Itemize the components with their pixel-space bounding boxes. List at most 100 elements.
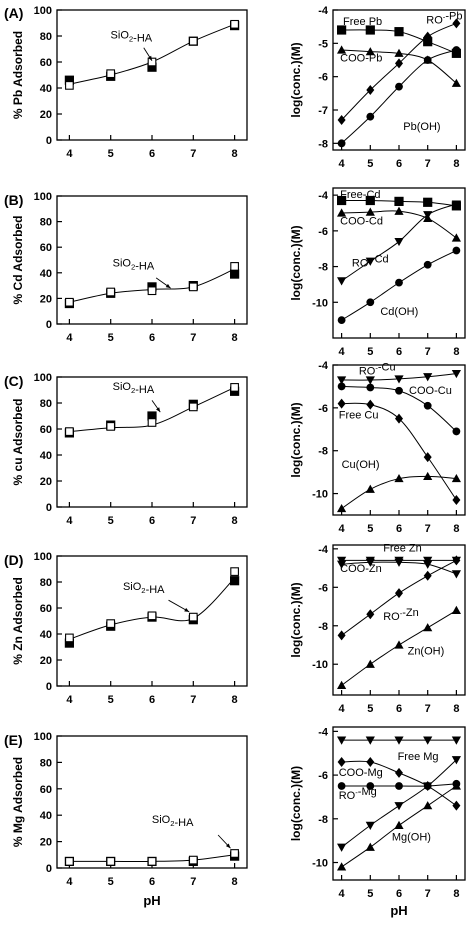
y-tick-label: 0	[46, 863, 52, 875]
data-point	[147, 286, 157, 296]
y-axis-label: log(conc.)(M)	[289, 42, 303, 117]
data-point	[395, 278, 403, 287]
panel-label: (D)	[4, 552, 23, 568]
data-point	[337, 45, 347, 54]
data-point	[365, 195, 375, 206]
data-point	[451, 781, 461, 790]
data-point	[337, 382, 346, 391]
data-point	[147, 857, 157, 866]
data-point	[106, 857, 116, 866]
data-point	[188, 282, 198, 292]
series-rozn: RO--Zn	[337, 555, 461, 641]
data-point	[451, 233, 461, 242]
data-point	[423, 452, 432, 463]
y-tick-label: 40	[40, 450, 52, 462]
data-point	[423, 373, 433, 382]
x-tick-label: 4	[66, 694, 73, 706]
data-point	[65, 857, 74, 866]
y-tick-label: -8	[318, 138, 328, 150]
series-freecu: Free Cu	[337, 398, 461, 505]
data-point	[106, 422, 116, 431]
data-point	[423, 211, 433, 220]
data-point	[188, 402, 198, 412]
y-axis-label: % cu Adsorbed	[11, 399, 25, 486]
data-point	[230, 383, 239, 392]
data-point	[394, 237, 404, 247]
data-point	[337, 25, 347, 35]
y-tick-label: -4	[318, 544, 329, 556]
series-label: Mg(OH)	[392, 832, 431, 844]
series-label: RO--Zn	[383, 607, 419, 623]
series-label: COO-Mg	[339, 767, 383, 779]
x-tick-label: 5	[108, 332, 114, 344]
y-axis-label: % Zn Adsorbed	[11, 577, 25, 665]
data-point	[230, 849, 239, 858]
y-tick-label: 60	[40, 603, 52, 615]
data-point	[394, 473, 404, 483]
x-tick-label: 7	[425, 523, 431, 535]
data-point	[452, 800, 461, 811]
data-point	[394, 196, 404, 206]
plot-frame	[56, 9, 248, 141]
x-axis-label: pH	[143, 893, 160, 908]
data-point	[65, 633, 74, 643]
data-point	[147, 57, 157, 67]
y-tick-label: -8	[318, 446, 328, 458]
x-tick-label: 6	[396, 158, 402, 170]
data-point	[394, 802, 404, 811]
data-point	[423, 570, 432, 581]
data-point	[366, 383, 375, 392]
y-tick-label: 40	[40, 810, 52, 822]
y-tick-label: -4	[318, 190, 329, 202]
x-tick-label: 8	[232, 332, 238, 344]
x-tick-label: 6	[149, 148, 155, 160]
annotation-label: SiO2-HA	[113, 381, 155, 396]
x-tick-label: 5	[108, 876, 114, 888]
data-point	[423, 801, 433, 810]
data-point	[451, 756, 461, 765]
data-point	[394, 375, 404, 384]
series-open-square	[65, 19, 239, 90]
panel-label: (A)	[4, 5, 23, 21]
x-tick-label: 7	[190, 332, 196, 344]
panel-4: 4 5 6 7 8 -4 -6 -8 -10 log(conc.)(M) Free-Cd COO-Cd…	[289, 187, 466, 358]
x-tick-label: 5	[108, 148, 114, 160]
series-filled-square	[64, 21, 240, 85]
y-tick-label: 20	[40, 109, 52, 121]
data-point	[394, 736, 404, 745]
x-tick-label: 4	[339, 523, 346, 535]
x-tick-label: 7	[190, 515, 196, 527]
y-axis-label: log(conc.)(M)	[289, 582, 303, 657]
y-tick-label: 60	[40, 424, 52, 436]
data-point	[395, 413, 403, 424]
data-point	[395, 782, 403, 790]
series-rocd: RO--Cd	[337, 200, 461, 286]
y-tick-label: -4	[318, 726, 329, 738]
y-tick-label: 20	[40, 655, 52, 667]
data-point	[64, 75, 74, 85]
series-znoh: Zn(OH)	[337, 605, 461, 689]
series-open-square	[65, 849, 239, 866]
x-tick-label: 8	[232, 876, 238, 888]
data-point	[337, 630, 346, 641]
plot-frame	[56, 376, 248, 508]
y-tick-label: 0	[46, 502, 52, 514]
x-tick-label: 5	[367, 703, 373, 715]
data-point	[337, 843, 347, 852]
data-point	[451, 570, 461, 579]
y-axis-label: log(conc.)(M)	[289, 766, 303, 841]
data-point	[188, 36, 198, 46]
series-open-square	[65, 567, 239, 643]
series-coocd: COO-Cd	[337, 206, 461, 242]
x-tick-label: 8	[453, 158, 459, 170]
series-label: COO-Zn	[340, 563, 382, 575]
arrow-head	[156, 407, 161, 413]
data-point	[337, 560, 347, 569]
y-tick-label: -10	[312, 858, 328, 870]
y-axis-label: log(conc.)(M)	[289, 402, 303, 477]
series-coozn: COO-Zn	[337, 558, 461, 579]
data-point	[394, 820, 404, 829]
